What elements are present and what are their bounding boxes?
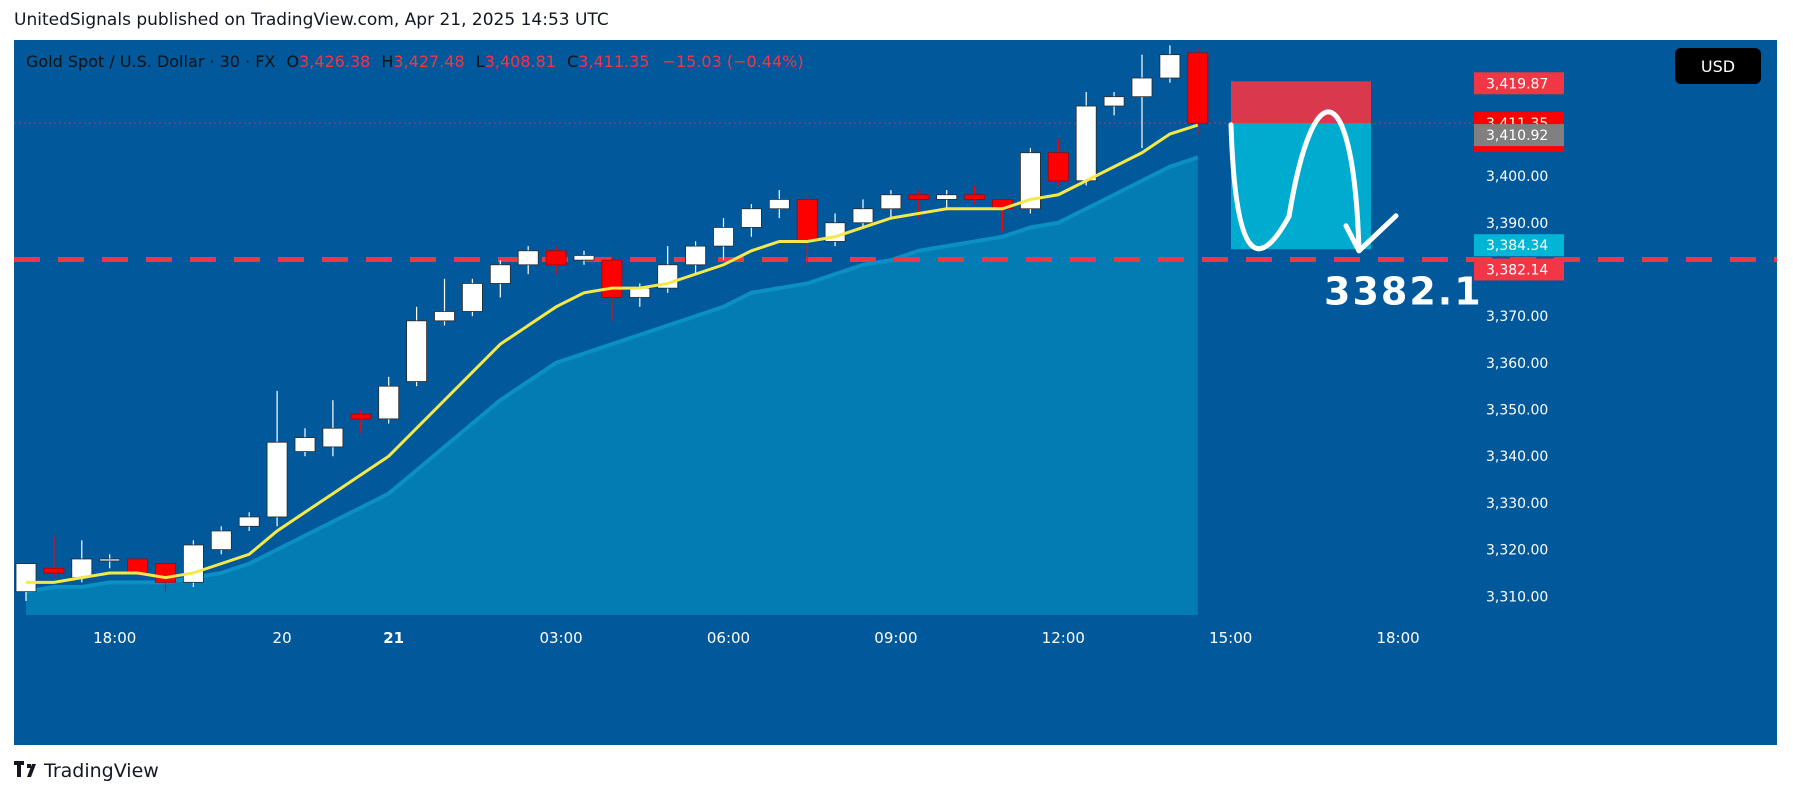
time-tick-label: 12:00 (1042, 629, 1085, 647)
candle-body[interactable] (127, 558, 148, 574)
time-tick-label: 06:00 (707, 629, 750, 647)
candle-body[interactable] (713, 227, 734, 247)
candle-body[interactable] (1131, 77, 1153, 98)
candle-body[interactable] (71, 558, 93, 579)
price-tick-label: 3,320.00 (1486, 543, 1548, 559)
candle-body[interactable] (1103, 96, 1125, 107)
time-tick-label: 03:00 (539, 629, 582, 647)
price-tick-label: 3,340.00 (1486, 449, 1548, 465)
candle-body[interactable] (461, 283, 483, 312)
candle-body[interactable] (601, 259, 623, 298)
change-value: −15.03 (−0.44%) (662, 52, 804, 71)
price-badge-area (1474, 234, 1564, 257)
price-badge-high (1474, 72, 1564, 95)
time-tick-label: 20 (273, 629, 292, 647)
candle-body[interactable] (880, 194, 902, 210)
high-value: 3,427.48 (393, 52, 465, 71)
close-label: C (567, 52, 579, 71)
candle-body[interactable] (685, 245, 706, 266)
tradingview-brand: TradingView (44, 760, 159, 782)
candle-body[interactable] (545, 250, 567, 266)
publisher-line: UnitedSignals published on TradingView.c… (14, 10, 609, 30)
candle-body[interactable] (182, 544, 204, 583)
candle-body[interactable] (155, 563, 176, 583)
price-tick-label: 3,390.00 (1486, 216, 1548, 232)
price-badge-text-high: 3,419.87 (1486, 76, 1548, 92)
candle-body[interactable] (434, 311, 455, 322)
candle-body[interactable] (294, 437, 316, 452)
time-tick-label: 21 (383, 629, 404, 647)
price-tick-label: 3,310.00 (1486, 589, 1548, 605)
candle-body[interactable] (350, 413, 372, 420)
candle-body[interactable] (573, 255, 595, 261)
price-badge-target (1474, 258, 1564, 281)
stop-loss-zone (1231, 81, 1371, 124)
candle-body[interactable] (517, 250, 539, 266)
ohlc-legend: Gold Spot / U.S. Dollar · 30 · FX O3,426… (26, 52, 804, 71)
price-badge-text-target: 3,382.14 (1486, 262, 1548, 278)
candle-body[interactable] (43, 567, 65, 574)
candle-body[interactable] (210, 530, 232, 551)
price-tick-label: 3,370.00 (1486, 309, 1548, 325)
symbol-title: Gold Spot / U.S. Dollar · 30 · FX (26, 52, 276, 71)
high-label: H (381, 52, 394, 71)
candle-body[interactable] (964, 194, 985, 200)
price-tick-label: 3,330.00 (1486, 496, 1548, 512)
candle-body[interactable] (406, 320, 428, 382)
price-badge-ema (1474, 124, 1564, 147)
time-tick-label: 15:00 (1209, 629, 1252, 647)
candle-body[interactable] (852, 208, 874, 224)
candle-body[interactable] (908, 194, 930, 200)
time-tick-label: 18:00 (93, 629, 136, 647)
ema-slow-line (25, 155, 1199, 594)
candle-body[interactable] (489, 264, 511, 284)
low-label: L (475, 52, 485, 71)
candle-body[interactable] (768, 199, 790, 210)
chart-panel[interactable]: 3382.1 3,310.00 3,320.00 3,330.00 3,340.00 3,… (14, 40, 1777, 745)
open-value: 3,426.38 (299, 52, 371, 71)
candle-body[interactable] (1075, 105, 1097, 182)
currency-button[interactable]: USD (1675, 48, 1761, 84)
candle-body[interactable] (99, 558, 121, 562)
price-badge-text-area: 3,384.34 (1486, 238, 1548, 254)
candle-body[interactable] (322, 427, 344, 448)
candle-body[interactable] (796, 199, 818, 242)
candle-body[interactable] (15, 563, 37, 593)
ema-area-fill (26, 157, 1198, 615)
tradingview-icon (14, 760, 38, 782)
close-value: 3,411.35 (578, 52, 650, 71)
candle-body[interactable] (1047, 152, 1069, 182)
arrow-down-icon (1343, 213, 1399, 254)
price-tick-label: 3,350.00 (1486, 403, 1548, 419)
tradingview-logo[interactable]: TradingView (14, 760, 159, 782)
time-axis-band (14, 615, 1474, 745)
candle-body[interactable] (378, 385, 400, 420)
time-tick-label: 09:00 (874, 629, 917, 647)
candle-body[interactable] (1020, 152, 1041, 210)
candle-body[interactable] (266, 441, 288, 518)
price-chart[interactable]: 3382.1 3,310.00 3,320.00 3,330.00 3,340.00 3,… (14, 40, 1777, 745)
low-value: 3,408.81 (484, 52, 556, 71)
price-badge-text-ema: 3,410.92 (1486, 128, 1548, 144)
projection-wave-path (1228, 109, 1362, 254)
time-tick-label: 18:00 (1376, 629, 1419, 647)
open-label: O (286, 52, 300, 71)
candle-body[interactable] (1187, 52, 1209, 124)
target-price-label: 3382.1 (1324, 269, 1483, 313)
price-tick-label: 3,360.00 (1486, 356, 1548, 372)
candle-body[interactable] (741, 208, 762, 228)
ema-fast-line (26, 123, 1199, 584)
candle-body[interactable] (936, 194, 958, 200)
candle-body[interactable] (238, 516, 260, 527)
candle-body[interactable] (1159, 54, 1181, 79)
price-tick-label: 3,400.00 (1486, 169, 1548, 185)
